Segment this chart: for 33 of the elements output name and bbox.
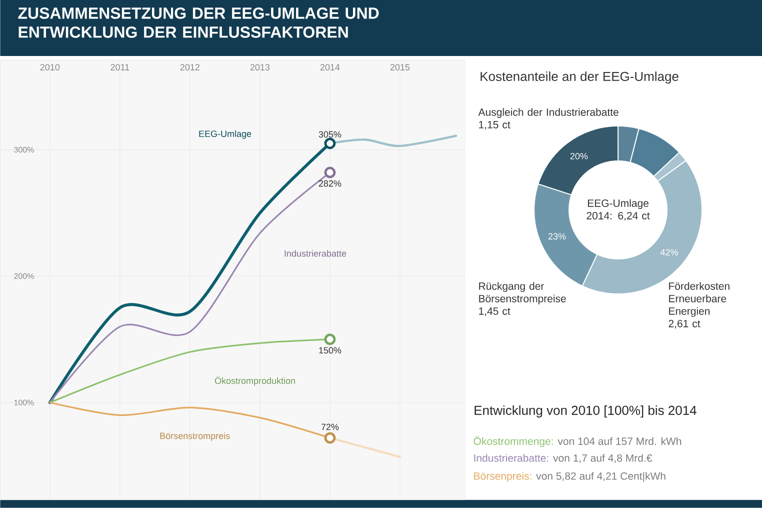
- slice-label: Förderkosten Erneuerbare Energien 2,61 ct: [668, 282, 730, 329]
- text: Ökostromproduktion: [214, 376, 295, 386]
- x-tick-label: 2010: [40, 64, 60, 71]
- x-tick-label: 2013: [250, 64, 270, 71]
- data-label: 282%: [318, 180, 342, 187]
- x-tick-label: 2015: [390, 64, 410, 71]
- data-label: 305%: [318, 131, 342, 138]
- text: von 104 auf 157 Mrd. kWh: [558, 437, 682, 446]
- text: EEG-Umlage 2014: 6,24 ct: [586, 199, 650, 221]
- y-tick-label: 100%: [14, 400, 34, 406]
- text: Börsenstrompreis: [160, 432, 230, 441]
- text: von 5,82 auf 4,21 Cent|kWh: [536, 472, 666, 482]
- x-tick-label: 2012: [180, 64, 200, 71]
- data-label: 72%: [321, 424, 339, 430]
- text: Entwicklung von 2010 [100%] bis 2014: [474, 405, 696, 418]
- text: Industrierabatte:: [474, 454, 548, 462]
- text: von 1,7 auf 4,8 Mrd.€: [553, 454, 652, 464]
- data-label: 23%: [548, 233, 566, 240]
- text: Ökostrommenge:: [474, 436, 553, 448]
- slice-label: Ausgleich der Industrierabatte 1,15 ct: [478, 108, 618, 130]
- text: Industrierabatte: [284, 250, 346, 257]
- y-tick-label: 300%: [14, 146, 34, 153]
- text: EEG-Umlage: [199, 130, 252, 139]
- data-label: 20%: [570, 153, 588, 160]
- slice-label: Rückgang der Börsenstrompreise 1,45 ct: [479, 282, 566, 316]
- chart-title: ZUSAMMENSETZUNG DER EEG-UMLAGE UND ENTWICKLUNG DER EINFLUSSFAKTOREN: [18, 8, 379, 38]
- text: Börsenpreis:: [474, 472, 532, 482]
- x-tick-label: 2011: [110, 64, 130, 71]
- data-label: 42%: [660, 249, 678, 256]
- chart-title: Kostenanteile an der EEG-Umlage: [480, 72, 678, 84]
- x-tick-label: 2014: [320, 64, 340, 71]
- y-tick-label: 200%: [14, 273, 34, 280]
- data-label: 150%: [319, 347, 342, 354]
